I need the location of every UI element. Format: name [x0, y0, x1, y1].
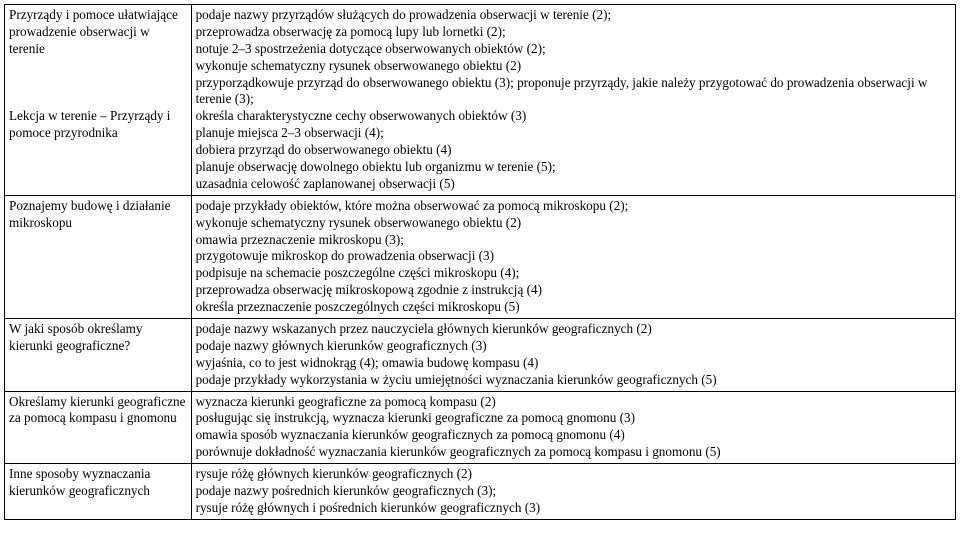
topic-cell: Inne sposoby wyznaczania kierunków geogr…	[5, 464, 192, 520]
topic-cell: Określamy kierunki geograficzne za pomoc…	[5, 391, 192, 464]
content-cell: podaje nazwy przyrządów służących do pro…	[191, 5, 955, 196]
table-row: Przyrządy i pomoce ułatwiające prowadzen…	[5, 5, 956, 196]
content-cell: podaje przykłady obiektów, które można o…	[191, 195, 955, 318]
content-cell: wyznacza kierunki geograficzne za pomocą…	[191, 391, 955, 464]
table-row: Inne sposoby wyznaczania kierunków geogr…	[5, 464, 956, 520]
topic-cell: Poznajemy budowę i działanie mikroskopu	[5, 195, 192, 318]
table-body: Przyrządy i pomoce ułatwiające prowadzen…	[5, 5, 956, 520]
topic-cell: Przyrządy i pomoce ułatwiające prowadzen…	[5, 5, 192, 196]
content-cell: rysuje różę głównych kierunków geografic…	[191, 464, 955, 520]
table-row: Poznajemy budowę i działanie mikroskopu …	[5, 195, 956, 318]
content-cell: podaje nazwy wskazanych przez nauczyciel…	[191, 319, 955, 392]
curriculum-table: Przyrządy i pomoce ułatwiające prowadzen…	[4, 4, 956, 520]
table-row: Określamy kierunki geograficzne za pomoc…	[5, 391, 956, 464]
table-row: W jaki sposób określamy kierunki geograf…	[5, 319, 956, 392]
topic-cell: W jaki sposób określamy kierunki geograf…	[5, 319, 192, 392]
